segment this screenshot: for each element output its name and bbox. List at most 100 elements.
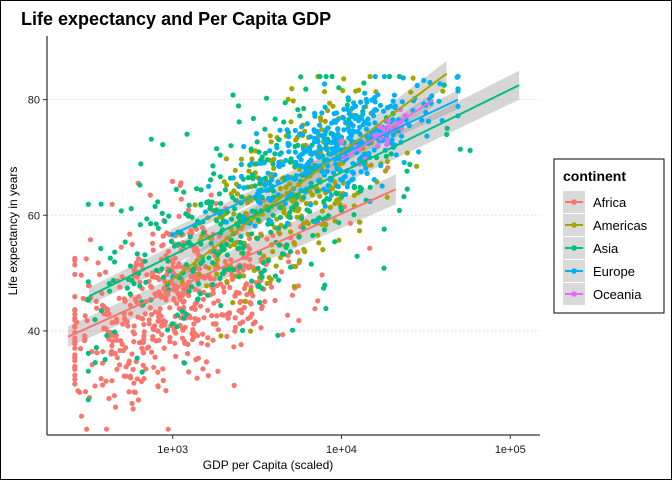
point-asia [265, 258, 271, 264]
point-asia [282, 100, 288, 106]
point-americas [218, 333, 224, 339]
point-europe [330, 170, 337, 176]
point-americas [291, 240, 298, 247]
point-africa [210, 321, 216, 327]
point-americas [353, 88, 359, 94]
point-asia [160, 274, 166, 280]
point-asia [214, 146, 220, 152]
point-europe [342, 173, 348, 179]
point-africa [194, 318, 200, 324]
point-asia [288, 264, 294, 270]
point-europe [307, 134, 313, 140]
point-asia [165, 258, 171, 264]
point-asia [292, 143, 298, 150]
point-africa [161, 285, 167, 291]
point-americas [245, 199, 251, 205]
point-asia [187, 234, 193, 240]
point-asia [144, 216, 150, 222]
point-americas [321, 89, 328, 95]
point-asia [334, 191, 340, 197]
point-americas [233, 240, 239, 246]
point-europe [252, 223, 258, 229]
point-asia [85, 350, 91, 356]
point-africa [116, 295, 122, 301]
point-europe [350, 128, 356, 134]
point-asia [107, 255, 113, 261]
point-africa [200, 225, 206, 231]
point-africa [200, 366, 206, 372]
point-europe [238, 173, 244, 180]
point-europe [343, 191, 349, 198]
point-africa [122, 298, 128, 304]
point-asia [85, 201, 91, 207]
point-europe [358, 99, 364, 105]
point-asia [252, 183, 258, 189]
point-americas [290, 98, 296, 104]
point-africa [161, 345, 167, 351]
point-asia [189, 214, 195, 220]
point-asia [137, 283, 143, 289]
point-africa [194, 333, 201, 339]
x-axis-label: GDP per Capita (scaled) [203, 458, 334, 472]
point-asia [111, 259, 118, 265]
point-asia [289, 205, 295, 211]
point-europe [424, 133, 430, 139]
point-africa [152, 354, 158, 360]
point-asia [284, 242, 290, 248]
point-asia [142, 258, 148, 264]
point-americas [192, 202, 198, 208]
point-europe [274, 145, 280, 151]
point-asia [162, 218, 168, 224]
point-africa [82, 333, 88, 339]
point-asia [262, 150, 268, 156]
point-asia [336, 85, 342, 91]
point-oceania [375, 143, 381, 149]
point-asia [224, 241, 230, 247]
point-asia [181, 189, 187, 195]
point-europe [322, 104, 328, 110]
point-africa [135, 397, 141, 403]
point-asia [444, 125, 450, 131]
point-africa [108, 348, 115, 355]
point-asia [131, 281, 137, 287]
point-europe [329, 120, 335, 126]
point-africa [215, 327, 221, 333]
point-africa [164, 230, 170, 236]
point-africa [120, 347, 126, 354]
point-americas [238, 156, 244, 162]
point-asia [186, 288, 192, 294]
point-americas [206, 265, 212, 271]
point-africa [225, 311, 231, 317]
point-asia [174, 324, 180, 330]
point-europe [303, 172, 309, 178]
point-asia [388, 151, 394, 157]
point-africa [125, 323, 131, 329]
point-africa [77, 389, 83, 395]
point-europe [315, 153, 321, 159]
point-europe [346, 135, 352, 141]
point-asia [208, 240, 214, 246]
point-asia [181, 360, 188, 366]
point-asia [211, 171, 217, 177]
point-europe [284, 220, 291, 226]
point-africa [100, 349, 106, 355]
point-asia [214, 218, 220, 224]
point-africa [172, 329, 178, 335]
point-asia [297, 113, 303, 119]
point-europe [321, 172, 327, 178]
point-americas [382, 168, 388, 174]
point-europe [338, 177, 344, 183]
point-africa [200, 331, 206, 337]
point-africa [143, 366, 149, 372]
point-europe [437, 81, 443, 87]
point-asia [383, 153, 389, 159]
point-europe [455, 73, 461, 80]
point-asia [329, 73, 335, 80]
point-asia [215, 252, 221, 258]
point-africa [165, 426, 171, 432]
point-africa [245, 316, 251, 322]
legend-label: Oceania [593, 287, 642, 302]
point-africa [210, 337, 216, 343]
point-africa [182, 290, 188, 296]
point-europe [365, 116, 371, 122]
